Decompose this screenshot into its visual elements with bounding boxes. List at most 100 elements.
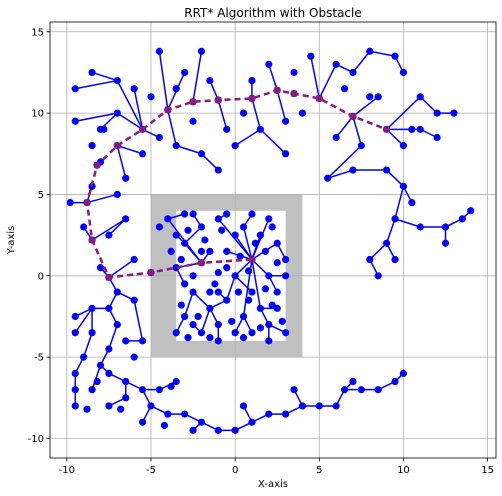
tree-node	[105, 402, 113, 410]
tree-node	[218, 226, 226, 234]
tree-node	[239, 402, 248, 410]
path-node	[84, 199, 91, 206]
tree-node	[248, 210, 256, 218]
tree-node	[231, 329, 239, 337]
tree-node	[223, 125, 231, 133]
path-node	[94, 162, 101, 169]
tree-node	[251, 239, 259, 247]
tree-node	[177, 301, 185, 309]
tree-node	[138, 418, 147, 426]
path-node	[198, 259, 205, 266]
tree-node	[239, 109, 248, 117]
tree-node	[391, 52, 399, 60]
tree-node	[248, 329, 256, 337]
tree-edge	[116, 112, 143, 131]
tree-node	[298, 402, 307, 410]
tree-node	[290, 386, 298, 394]
tree-node	[282, 150, 290, 158]
tree-node	[189, 426, 197, 434]
tree-edge	[200, 308, 211, 333]
tree-node	[206, 247, 214, 255]
tree-node	[172, 329, 180, 337]
tree-node	[138, 150, 147, 158]
tree-node	[408, 125, 416, 133]
tree-node	[214, 320, 222, 329]
tree-node	[234, 288, 243, 296]
tree-node	[71, 117, 79, 125]
tree-node	[265, 337, 273, 345]
tree-node	[282, 117, 290, 125]
tree-node	[248, 76, 256, 85]
tree-node	[194, 312, 202, 321]
tree-node	[105, 345, 113, 353]
tree-node	[340, 386, 349, 394]
tree-node	[214, 215, 222, 223]
tree-node	[399, 369, 408, 378]
tree-node	[206, 334, 214, 342]
tree-node	[197, 247, 206, 255]
tree-node	[122, 174, 130, 182]
tree-node	[256, 231, 264, 239]
tree-node	[181, 239, 189, 247]
tree-node	[113, 76, 121, 85]
tree-node	[244, 267, 253, 275]
tree-node	[236, 252, 244, 260]
tree-node	[80, 223, 88, 231]
tree-edge	[352, 50, 371, 73]
tree-node	[177, 255, 185, 264]
tree-node	[113, 190, 121, 199]
path-node	[114, 142, 121, 149]
tree-edge	[184, 226, 202, 244]
tree-node	[231, 231, 239, 239]
tree-node	[357, 142, 365, 150]
tree-node	[214, 337, 222, 345]
tree-node	[265, 320, 273, 329]
tree-node	[214, 166, 222, 174]
tree-edge	[75, 112, 118, 122]
tree-node	[349, 377, 357, 386]
tree-node	[71, 85, 79, 93]
tree-node	[324, 174, 332, 182]
y-tick-label: -5	[34, 353, 44, 364]
tree-edge	[234, 275, 253, 293]
tree-edge	[385, 218, 396, 244]
x-tick-label: -5	[146, 465, 156, 476]
tree-edge	[419, 96, 438, 114]
tree-node	[197, 223, 206, 231]
tree-node	[189, 272, 197, 280]
tree-edge	[394, 186, 405, 220]
tree-node	[181, 68, 189, 77]
tree-node	[265, 60, 273, 68]
tree-node	[223, 210, 231, 218]
tree-node	[214, 268, 222, 277]
tree-node	[383, 239, 391, 247]
tree-node	[239, 334, 248, 342]
tree-edge	[386, 96, 421, 130]
tree-node	[96, 264, 105, 272]
tree-edge	[234, 234, 253, 260]
tree-edge	[369, 50, 396, 57]
tree-node	[458, 215, 466, 223]
tree-node	[433, 109, 441, 117]
tree-node	[122, 394, 130, 402]
best-path	[84, 87, 390, 281]
tree-node	[231, 142, 239, 150]
tree-node	[332, 402, 340, 410]
tree-node	[88, 304, 96, 312]
tree-node	[164, 215, 172, 223]
tree-edge	[276, 90, 287, 122]
tree-edge	[327, 169, 354, 179]
tree-node	[374, 93, 382, 101]
y-tick-label: 15	[31, 27, 44, 38]
tree-node	[155, 386, 163, 394]
tree-node	[122, 215, 130, 223]
tree-edge	[117, 144, 143, 155]
tree-node	[113, 109, 121, 117]
tree-edge	[192, 291, 211, 309]
tree-node	[244, 296, 253, 304]
y-tick-label: 10	[31, 109, 44, 120]
tree-node	[450, 109, 458, 117]
tree-node	[256, 324, 264, 332]
tree-node	[155, 47, 163, 55]
